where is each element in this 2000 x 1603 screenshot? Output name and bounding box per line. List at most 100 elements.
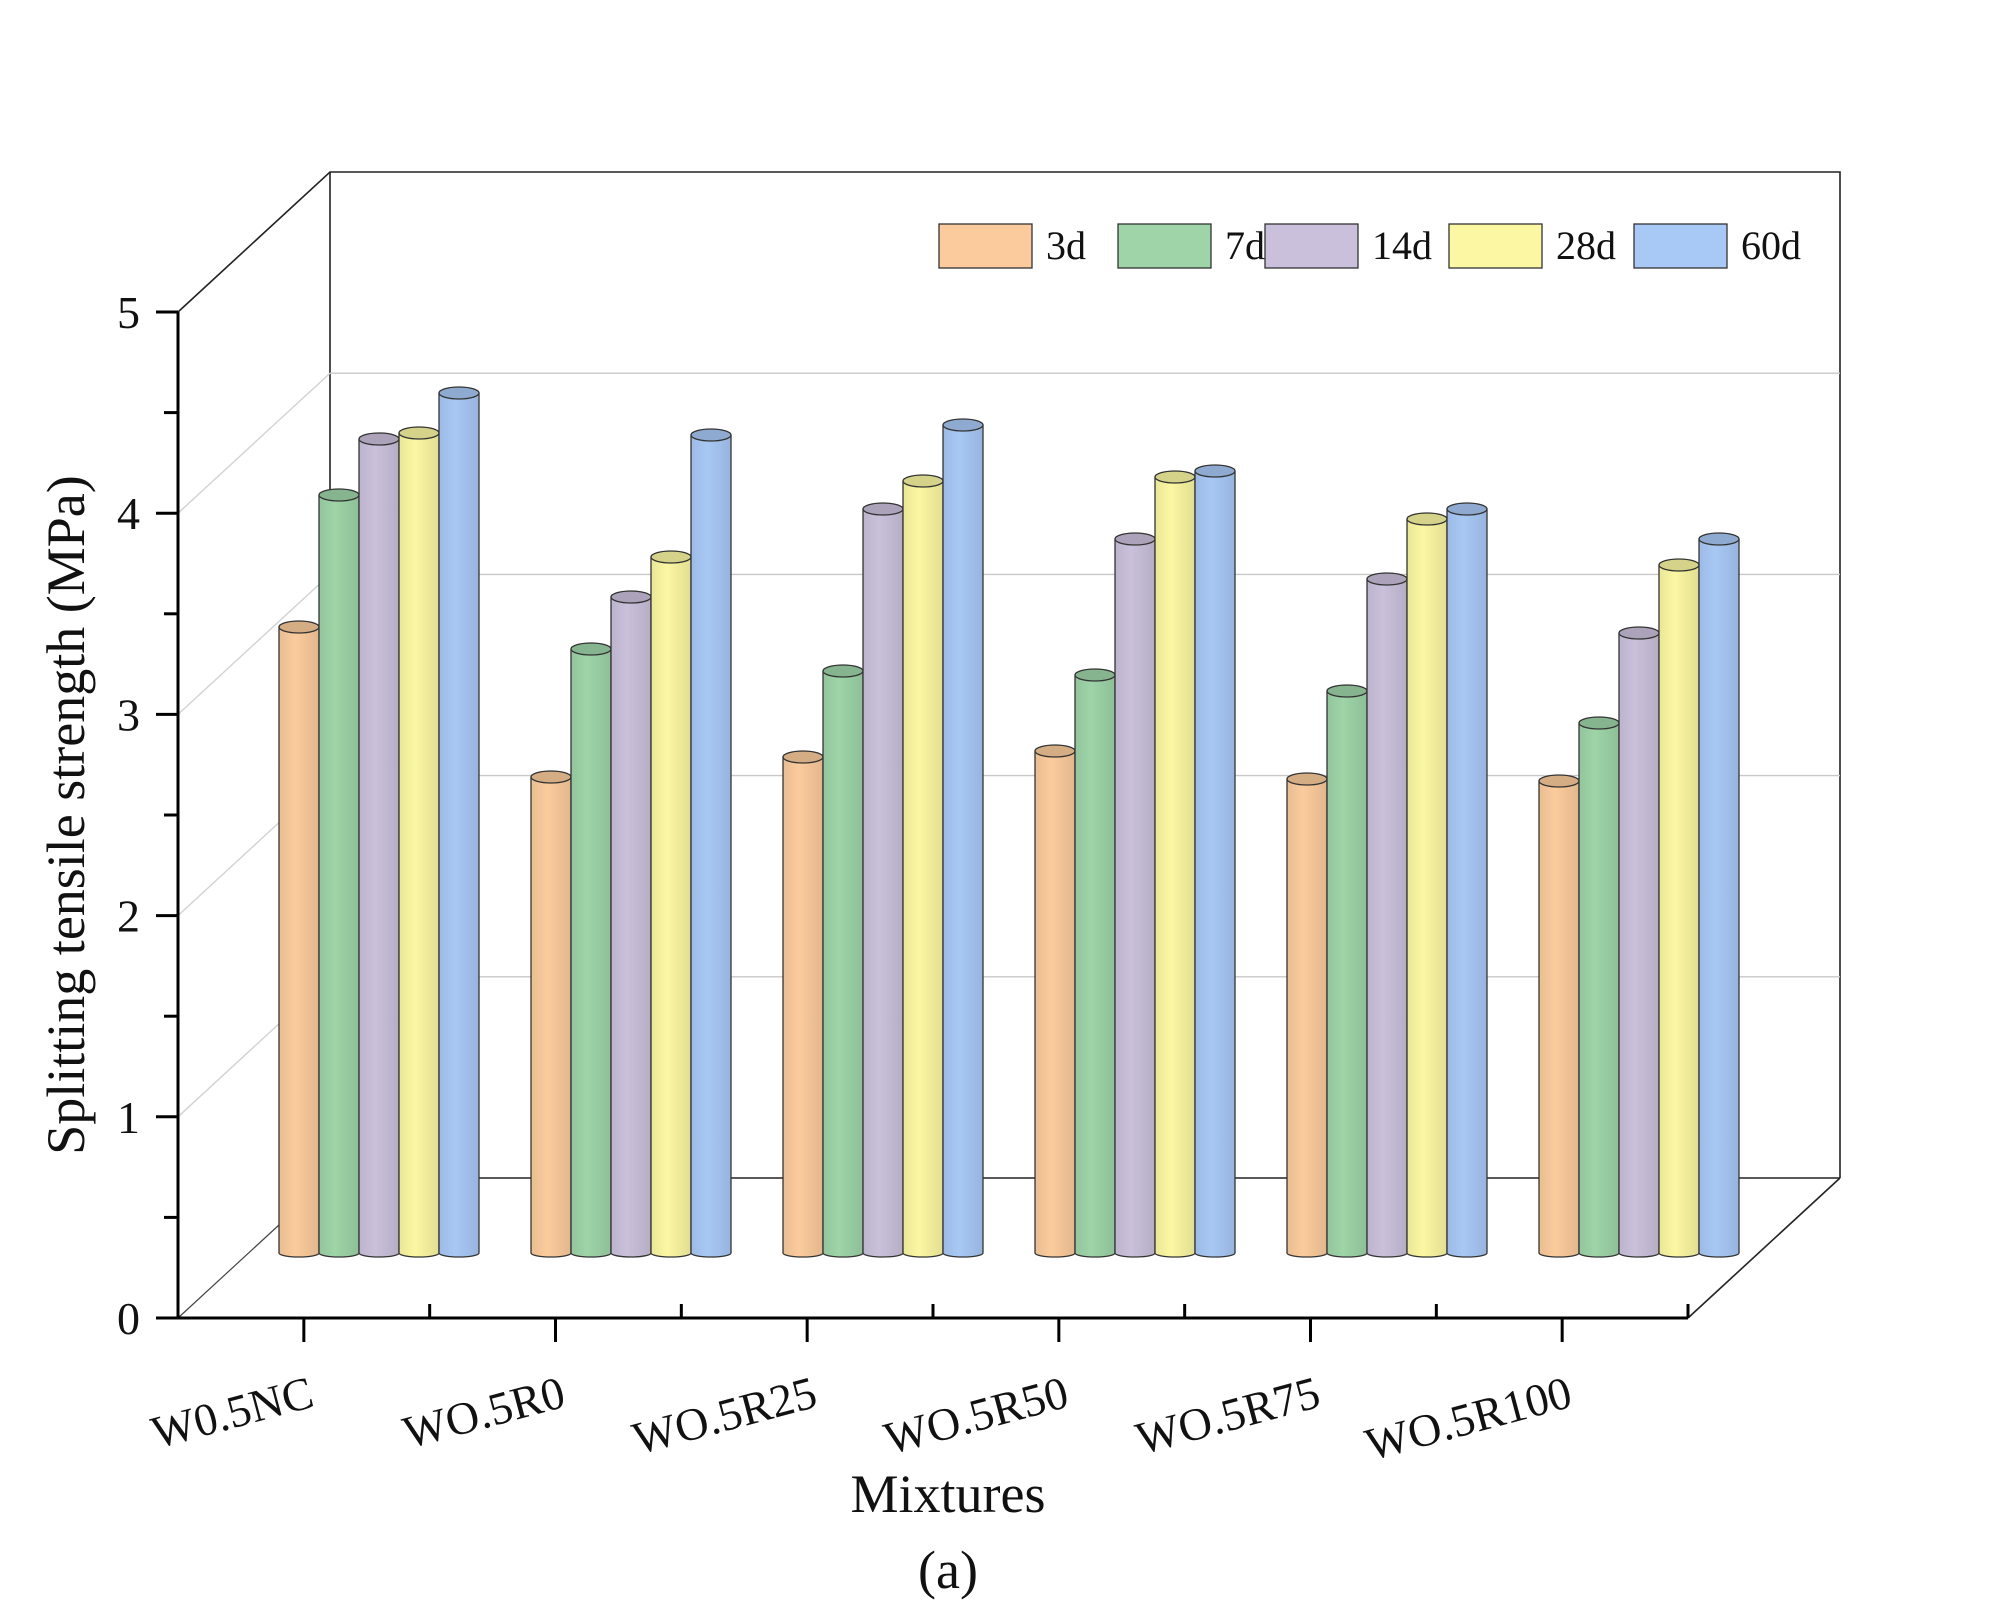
bar-60d-wo.5r50 xyxy=(1194,464,1236,1258)
bar-7d-wo.5r0 xyxy=(570,642,612,1258)
bar-3d-w0.5nc xyxy=(278,620,320,1258)
bar-top-cap xyxy=(1406,512,1448,526)
bar-top-cap xyxy=(278,620,320,634)
bar-top-cap xyxy=(1326,684,1368,698)
bar-top-cap xyxy=(1538,774,1580,788)
x-tick-label: WO.5R0 xyxy=(398,1366,570,1458)
x-tick-label: WO.5R50 xyxy=(879,1366,1074,1464)
bar-body xyxy=(570,648,612,1258)
bar-body xyxy=(1194,470,1236,1258)
y-tick-label: 0 xyxy=(117,1293,140,1344)
bar-top-cap xyxy=(1154,470,1196,484)
bar-top-cap xyxy=(1194,464,1236,478)
bar-top-cap xyxy=(610,590,652,604)
bar-body xyxy=(942,424,984,1258)
bar-body xyxy=(530,776,572,1258)
bar-top-cap xyxy=(822,664,864,678)
bar-body xyxy=(1446,508,1488,1258)
y-axis-label: Splitting tensile strength (MPa) xyxy=(36,475,96,1154)
bar-body xyxy=(1658,564,1700,1258)
legend-label: 3d xyxy=(1046,223,1086,268)
bar-28d-w0.5nc xyxy=(398,426,440,1258)
bar-body xyxy=(1114,538,1156,1258)
bar-top-cap xyxy=(1114,532,1156,546)
y-tick-label: 1 xyxy=(117,1092,140,1143)
bar-body xyxy=(278,626,320,1258)
bar-60d-wo.5r100 xyxy=(1698,532,1740,1258)
bar-14d-wo.5r25 xyxy=(862,502,904,1258)
bar-top-cap xyxy=(358,432,400,446)
bar-3d-wo.5r50 xyxy=(1034,744,1076,1258)
bar-top-cap xyxy=(570,642,612,656)
bar-body xyxy=(1326,690,1368,1258)
bar-3d-wo.5r75 xyxy=(1286,772,1328,1258)
bar-body xyxy=(1618,632,1660,1258)
bar-top-cap xyxy=(1446,502,1488,516)
bar-3d-wo.5r0 xyxy=(530,770,572,1258)
x-tick-label: W0.5NC xyxy=(146,1366,318,1458)
bar-28d-wo.5r25 xyxy=(902,474,944,1258)
bar-top-cap xyxy=(782,750,824,764)
bar-body xyxy=(398,432,440,1258)
x-tick-label: WO.5R100 xyxy=(1360,1366,1577,1470)
bar-body xyxy=(1286,778,1328,1258)
bars xyxy=(278,386,1740,1258)
legend-swatch xyxy=(1633,223,1728,269)
bar-top-cap xyxy=(1366,572,1408,586)
x-tick-label: WO.5R75 xyxy=(1130,1366,1325,1464)
bar-body xyxy=(1034,750,1076,1258)
gridline-side xyxy=(177,372,331,514)
bar-7d-wo.5r25 xyxy=(822,664,864,1258)
bar-14d-wo.5r50 xyxy=(1114,532,1156,1258)
bar-top-cap xyxy=(1698,532,1740,546)
x-tick-label: WO.5R25 xyxy=(627,1366,822,1464)
bar-60d-wo.5r0 xyxy=(690,428,732,1258)
bar-14d-wo.5r75 xyxy=(1366,572,1408,1258)
legend-swatch xyxy=(1264,223,1359,269)
bar-14d-w0.5nc xyxy=(358,432,400,1258)
legend-item-14d: 14d xyxy=(1264,223,1432,269)
legend-item-3d: 3d xyxy=(938,223,1086,269)
bar-body xyxy=(782,756,824,1258)
bar-body xyxy=(1154,476,1196,1258)
x-axis-label: Mixtures xyxy=(851,1464,1046,1524)
bar-28d-wo.5r50 xyxy=(1154,470,1196,1258)
bar-top-cap xyxy=(690,428,732,442)
bar-body xyxy=(1698,538,1740,1258)
y-tick-labels: 0 1 2 3 4 5 xyxy=(117,287,140,1344)
bar-body xyxy=(690,434,732,1258)
bar-body xyxy=(902,480,944,1258)
bar-top-cap xyxy=(902,474,944,488)
bar-60d-wo.5r25 xyxy=(942,418,984,1258)
y-tick-label: 5 xyxy=(117,287,140,338)
bar-body xyxy=(822,670,864,1258)
figure-caption: (a) xyxy=(918,1540,978,1600)
bar-top-cap xyxy=(862,502,904,516)
bar-14d-wo.5r0 xyxy=(610,590,652,1258)
legend-item-28d: 28d xyxy=(1448,223,1616,269)
legend-swatch xyxy=(1448,223,1543,269)
bar-body xyxy=(650,556,692,1258)
bar-14d-wo.5r100 xyxy=(1618,626,1660,1258)
bar-top-cap xyxy=(1578,716,1620,730)
gridline-side xyxy=(177,573,331,715)
bar-top-cap xyxy=(1658,558,1700,572)
bar-28d-wo.5r100 xyxy=(1658,558,1700,1258)
legend: 3d 7d 14d 28d 60d xyxy=(938,223,1801,269)
legend-label: 14d xyxy=(1372,223,1432,268)
axes xyxy=(156,310,1690,1342)
legend-label: 28d xyxy=(1556,223,1616,268)
bar-7d-wo.5r50 xyxy=(1074,668,1116,1258)
bar-body xyxy=(358,438,400,1258)
legend-label: 7d xyxy=(1225,223,1265,268)
bar-top-cap xyxy=(1618,626,1660,640)
legend-swatch xyxy=(938,223,1033,269)
y-tick-label: 2 xyxy=(117,891,140,942)
bar-body xyxy=(1366,578,1408,1258)
x-tick-labels: W0.5NC WO.5R0 WO.5R25 WO.5R50 WO.5R75 WO.5R10… xyxy=(146,1366,1577,1470)
bar-7d-wo.5r100 xyxy=(1578,716,1620,1258)
bar-top-cap xyxy=(318,488,360,502)
bar-3d-wo.5r25 xyxy=(782,750,824,1258)
bar-body xyxy=(438,392,480,1258)
legend-swatch xyxy=(1117,223,1212,269)
